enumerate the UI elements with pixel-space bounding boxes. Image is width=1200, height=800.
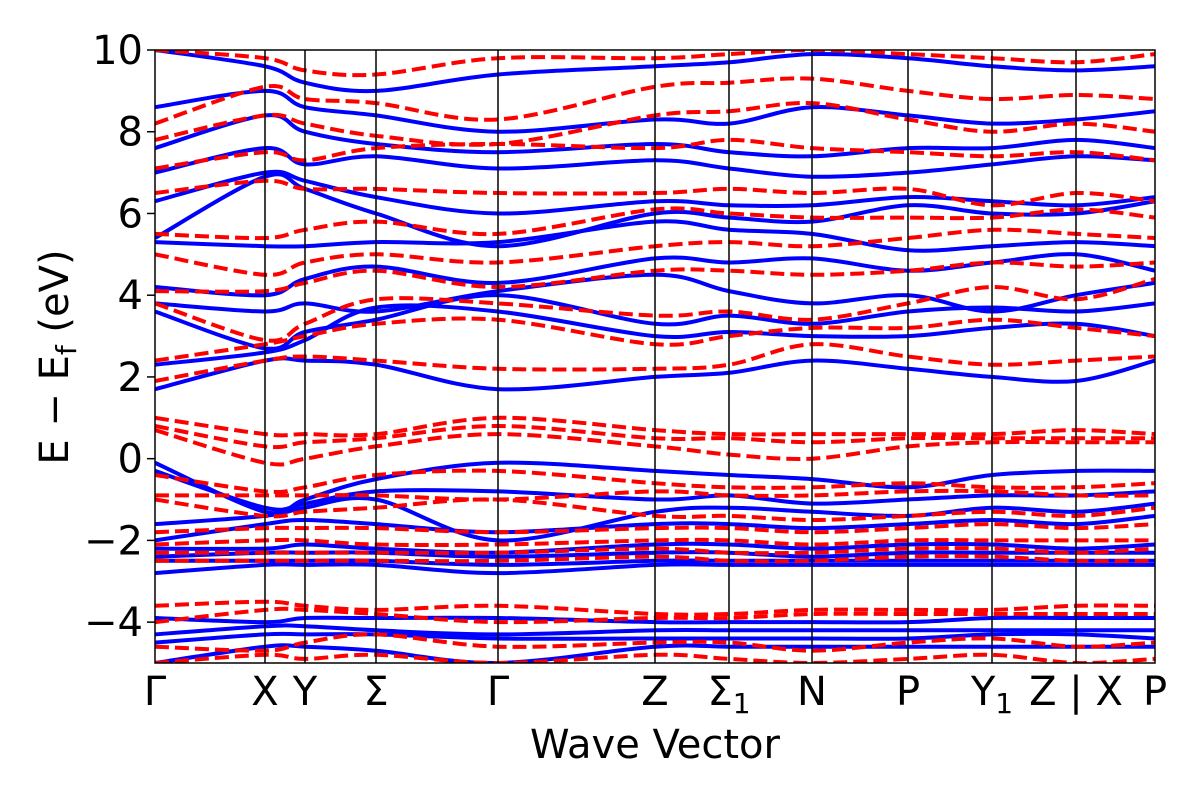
x-tick-label-2: Y: [292, 669, 318, 715]
x-tick-label-10: Z | X: [1029, 669, 1123, 715]
y-axis-title-subscript: f: [50, 344, 83, 355]
plot-frame: [154, 49, 1156, 664]
x-tick-label-0: Γ: [144, 669, 167, 715]
y-tick-label-3: 4: [118, 273, 143, 319]
y-tick-label-2: 6: [118, 191, 143, 237]
y-tick-label-6: −2: [84, 518, 143, 564]
y-tick-label-0: 10: [92, 28, 143, 74]
y-tick-label-1: 8: [118, 110, 143, 156]
y-tick-label-7: −4: [84, 600, 143, 646]
x-tick-label-6: Σ1: [707, 669, 750, 720]
x-tick-label-1: X: [251, 669, 278, 715]
x-tick-label-4: Γ: [487, 669, 510, 715]
y-axis-title-main: E − E: [32, 355, 78, 465]
high-symmetry-lines: [264, 50, 1077, 663]
x-tick-label-7: N: [797, 669, 827, 715]
y-tick-label-5: 0: [118, 437, 143, 483]
x-tick-label-9: Y1: [970, 669, 1013, 720]
x-tick-label-8: P: [896, 669, 920, 715]
x-tick-label-5: Z: [641, 669, 668, 715]
y-ticks: 10 8 6 4 2 0 −2 −4: [84, 28, 155, 646]
x-tick-label-11: P: [1143, 669, 1167, 715]
x-tick-label-3: Σ: [363, 669, 388, 715]
y-tick-label-4: 2: [118, 355, 143, 401]
y-axis-title-unit: (eV): [32, 249, 78, 345]
x-axis-title: Wave Vector: [530, 722, 781, 768]
y-axis-title: E − Ef (eV): [32, 249, 83, 464]
x-ticks: Γ X Y Σ Γ Z Σ1 N P Y1 Z | X P: [144, 669, 1167, 720]
